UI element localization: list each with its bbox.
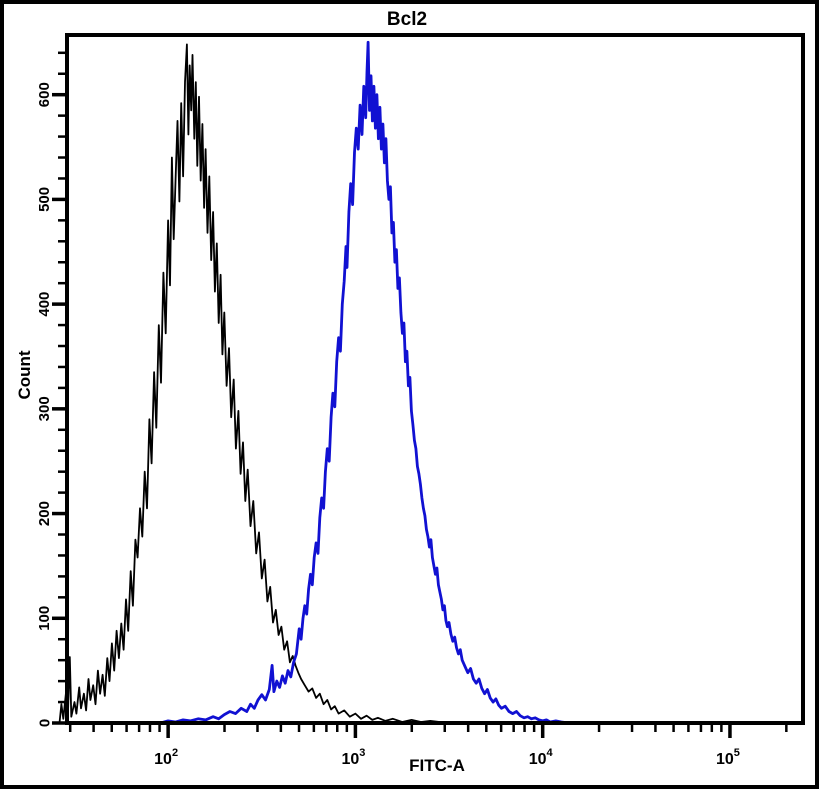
histogram-curves [58, 40, 571, 725]
y-tick-label: 0 [36, 719, 53, 727]
x-tick-label: 103 [341, 747, 365, 768]
x-tick-label: 105 [716, 747, 740, 768]
blue-histogram-curve [159, 40, 571, 725]
plot-area-border [65, 33, 805, 725]
axis-ticks [52, 51, 788, 738]
chart-title: Bcl2 [387, 9, 427, 30]
y-tick-label: 300 [36, 396, 53, 421]
x-tick-label: 102 [154, 747, 178, 768]
x-axis-label: FITC-A [409, 756, 465, 775]
y-tick-label: 400 [36, 292, 53, 317]
y-tick-label: 500 [36, 187, 53, 212]
y-tick-label: 100 [36, 606, 53, 631]
y-tick-label: 600 [36, 82, 53, 107]
black-histogram-curve [58, 43, 450, 724]
y-tick-label: 200 [36, 501, 53, 526]
axis-tick-labels: 102 103 104 105 0 100 200 300 400 500 600 [36, 82, 740, 768]
x-tick-label: 104 [529, 747, 554, 768]
y-axis-label: Count [15, 350, 34, 399]
